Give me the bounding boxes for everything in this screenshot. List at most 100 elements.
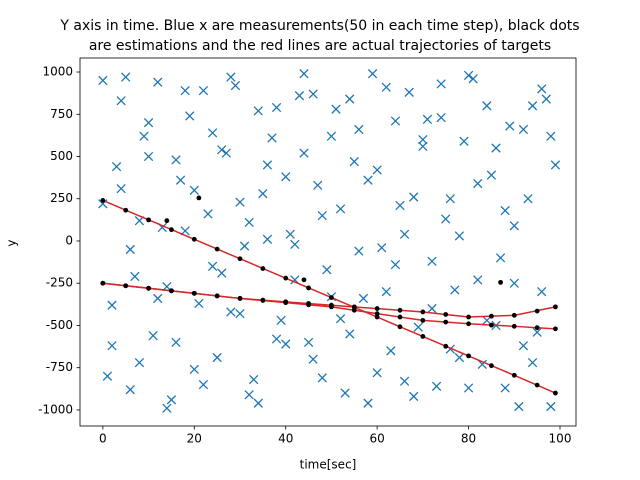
measurement-marker xyxy=(217,145,227,155)
estimation-marker xyxy=(191,236,197,242)
measurement-marker xyxy=(431,381,442,391)
measurement-marker xyxy=(509,221,519,231)
measurement-marker xyxy=(148,330,158,341)
measurement-marker xyxy=(473,275,483,285)
measurement-marker xyxy=(509,278,519,288)
measurement-marker xyxy=(143,151,154,162)
measurement-marker xyxy=(404,87,414,97)
estimation-marker xyxy=(260,266,266,271)
measurement-marker xyxy=(253,106,263,116)
measurement-marker xyxy=(463,383,474,393)
estimation-marker xyxy=(489,322,494,328)
measurement-marker xyxy=(322,265,332,275)
x-tick-label: 40 xyxy=(278,432,293,446)
measurement-marker xyxy=(185,111,195,121)
measurement-marker xyxy=(505,121,515,131)
measurement-marker xyxy=(527,357,538,368)
measurement-marker xyxy=(207,261,218,271)
y-tick-label: -1000 xyxy=(38,402,73,416)
measurement-marker xyxy=(102,371,113,381)
estimation-marker xyxy=(260,298,266,303)
measurement-marker xyxy=(303,337,314,348)
measurement-marker xyxy=(546,401,556,412)
measurement-marker xyxy=(294,91,305,101)
measurement-marker xyxy=(116,96,126,106)
measurement-marker xyxy=(153,293,163,304)
measurement-marker xyxy=(313,180,323,190)
measurement-marker xyxy=(354,246,364,256)
measurement-marker xyxy=(258,189,268,199)
measurement-marker xyxy=(194,298,204,309)
measurement-marker xyxy=(491,143,501,153)
measurement-marker xyxy=(217,268,227,278)
estimation-marker xyxy=(283,300,289,306)
measurement-marker xyxy=(107,341,117,351)
measurement-marker xyxy=(308,89,318,99)
measurement-marker xyxy=(413,322,423,332)
measurement-marker xyxy=(486,170,497,180)
y-tick-label: -750 xyxy=(46,360,73,374)
measurement-marker xyxy=(207,128,218,138)
estimation-marker xyxy=(146,285,151,291)
measurement-marker xyxy=(381,287,391,297)
estimation-marker xyxy=(214,246,220,252)
estimation-marker xyxy=(100,198,106,203)
measurement-marker xyxy=(473,178,483,189)
measurement-marker xyxy=(121,72,131,82)
measurement-marker xyxy=(409,192,419,202)
measurement-marker xyxy=(349,156,359,167)
measurement-marker xyxy=(125,385,135,395)
measurement-marker xyxy=(463,70,474,81)
measurement-marker xyxy=(317,373,327,383)
estimation-marker xyxy=(397,324,403,330)
measurement-marker xyxy=(399,376,410,386)
estimation-marker xyxy=(329,295,334,300)
measurement-marker xyxy=(409,391,419,402)
measurement-marker xyxy=(354,124,364,135)
measurement-marker xyxy=(514,401,524,412)
measurement-marker xyxy=(198,379,209,390)
estimation-marker xyxy=(214,293,220,299)
measurement-marker xyxy=(500,383,510,393)
estimation-marker xyxy=(466,321,471,327)
chart-title: Y axis in time. Blue x are measurements(… xyxy=(59,18,579,34)
estimation-marker xyxy=(489,313,494,319)
measurement-marker xyxy=(345,94,355,104)
measurement-marker xyxy=(518,124,529,135)
measurement-marker xyxy=(500,205,510,216)
measurement-marker xyxy=(107,300,117,310)
measurement-marker xyxy=(358,293,369,304)
measurement-marker xyxy=(262,234,273,244)
estimation-marker xyxy=(534,308,540,314)
estimation-marker xyxy=(306,302,311,308)
estimation-marker xyxy=(397,314,403,320)
measurement-marker xyxy=(271,102,282,113)
estimation-marker xyxy=(553,326,558,332)
x-tick-label: 100 xyxy=(549,432,572,446)
estimation-marker xyxy=(420,334,426,339)
measurement-marker xyxy=(427,256,437,266)
measurement-marker xyxy=(550,160,561,170)
estimation-marker xyxy=(100,280,106,286)
plot-area xyxy=(98,69,561,413)
estimation-marker xyxy=(237,256,243,262)
measurement-marker xyxy=(459,136,469,146)
estimation-marker xyxy=(511,372,517,378)
x-axis-label: time[sec] xyxy=(300,458,357,472)
measurement-marker xyxy=(363,175,373,185)
measurement-marker xyxy=(166,395,177,405)
measurement-marker xyxy=(180,85,190,96)
measurement-marker xyxy=(386,346,396,356)
measurement-marker xyxy=(450,285,460,295)
measurement-marker xyxy=(262,160,273,170)
measurement-marker xyxy=(134,357,145,368)
measurement-marker xyxy=(276,315,286,326)
estimation-marker xyxy=(329,304,334,310)
y-tick-label: 250 xyxy=(50,191,73,205)
measurement-marker xyxy=(267,133,277,143)
measurement-marker xyxy=(189,364,199,375)
y-tick-label: 1000 xyxy=(42,65,73,79)
estimation-marker xyxy=(397,307,403,313)
measurement-marker xyxy=(235,197,245,207)
